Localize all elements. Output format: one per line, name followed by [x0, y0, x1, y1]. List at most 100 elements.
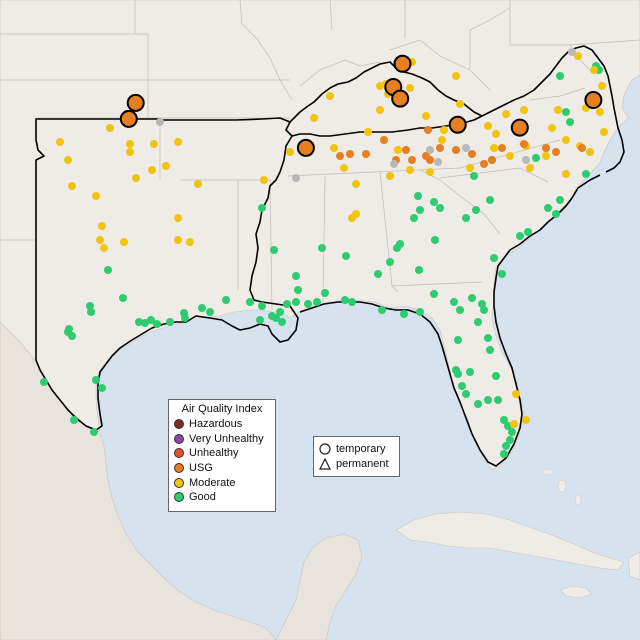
monitor-dot-good [566, 118, 574, 126]
monitor-dot-moderate [512, 390, 520, 398]
monitor-dot-good [246, 298, 254, 306]
legend-title: Air Quality Index [181, 403, 263, 415]
monitor-dot-moderate [422, 112, 430, 120]
monitor-dot-usg [468, 150, 476, 158]
monitor-dot-good [544, 204, 552, 212]
monitor-dot-good [500, 416, 508, 424]
legend-permanent: permanent [314, 456, 399, 471]
monitor-dot-good [474, 400, 482, 408]
monitor-dot-moderate [106, 124, 114, 132]
monitor-dot-good [386, 258, 394, 266]
monitor-dot-usg [436, 144, 444, 152]
monitor-dot-good [431, 236, 439, 244]
monitor-dot-good [304, 300, 312, 308]
monitor-dot-good [258, 302, 266, 310]
monitor-dot-good [506, 436, 514, 444]
monitor-dot-moderate [174, 236, 182, 244]
monitor-dot-good [272, 314, 280, 322]
land-yucatan [275, 533, 363, 640]
monitor-dot-usg [552, 148, 560, 156]
circle-icon [319, 442, 331, 455]
monitor-dot-moderate [126, 148, 134, 156]
monitor-dot-no-data [426, 146, 434, 154]
monitor-dot-good [198, 304, 206, 312]
monitor-dot-good [430, 198, 438, 206]
temporary-monitor-marker[interactable] [584, 91, 603, 109]
monitor-dot-good [278, 318, 286, 326]
monitor-dot-usg [362, 150, 370, 158]
legend-swatch [174, 448, 184, 459]
monitor-dot-moderate [386, 172, 394, 180]
monitor-dot-no-data [390, 160, 398, 168]
monitor-dot-good [436, 204, 444, 212]
monitor-dot-moderate [542, 152, 550, 160]
monitor-dot-moderate [562, 170, 570, 178]
monitor-dot-good [292, 272, 300, 280]
monitor-dot-moderate [548, 124, 556, 132]
monitor-dot-good [416, 206, 424, 214]
legend-temporary-label: temporary [336, 442, 386, 455]
temporary-monitor-marker[interactable] [119, 109, 138, 128]
monitor-dot-good [70, 416, 78, 424]
legend-item-label: Hazardous [189, 418, 243, 431]
legend-swatch [174, 492, 184, 503]
monitor-dot-good [416, 308, 424, 316]
monitor-dot-good [562, 108, 570, 116]
monitor-dot-moderate [174, 138, 182, 146]
monitor-dot-good [396, 240, 404, 248]
monitor-dot-moderate [440, 126, 448, 134]
monitor-dot-good [450, 298, 458, 306]
monitor-dot-good [480, 306, 488, 314]
monitor-dot-usg [480, 160, 488, 168]
temporary-monitor-marker[interactable] [510, 118, 529, 137]
monitor-dot-good [378, 306, 386, 314]
temporary-monitor-marker[interactable] [448, 115, 467, 134]
monitor-dot-good [462, 390, 470, 398]
monitor-dot-good [294, 286, 302, 294]
legend-swatch [174, 433, 184, 444]
monitor-dot-good [348, 298, 356, 306]
legend-permanent-label: permanent [336, 457, 389, 470]
monitor-dot-moderate [574, 52, 582, 60]
monitor-dot-moderate [526, 164, 534, 172]
monitor-dot-good [468, 294, 476, 302]
monitor-dot-moderate [598, 82, 606, 90]
monitor-dot-good [180, 309, 188, 317]
monitor-dot-moderate [260, 176, 268, 184]
monitor-dot-moderate [522, 416, 530, 424]
monitor-dot-good [508, 428, 516, 436]
monitor-dot-moderate [364, 128, 372, 136]
monitor-dot-good [341, 296, 349, 304]
monitor-markers [40, 48, 608, 458]
monitor-dot-no-data [462, 144, 470, 152]
monitor-dot-good [206, 308, 214, 316]
monitor-dot-moderate [352, 180, 360, 188]
monitor-dot-good [494, 396, 502, 404]
monitor-dot-no-data [568, 48, 576, 56]
land-cuba [395, 511, 625, 571]
legend-item-good: Good [169, 490, 275, 505]
monitor-dot-moderate [394, 146, 402, 154]
monitor-dot-moderate [174, 214, 182, 222]
monitor-dot-moderate [92, 192, 100, 200]
monitor-dot-good [222, 296, 230, 304]
temporary-monitor-marker[interactable] [126, 93, 145, 112]
monitor-dot-moderate [100, 244, 108, 252]
monitor-dot-good [414, 192, 422, 200]
monitor-dot-good [516, 232, 524, 240]
monitor-dot-good [582, 170, 590, 178]
monitor-dot-good [342, 252, 350, 260]
legend-item-very-unhealthy: Very Unhealthy [169, 432, 275, 447]
temporary-monitor-marker[interactable] [296, 138, 315, 157]
monitor-dot-good [556, 196, 564, 204]
temporary-monitor-marker[interactable] [393, 54, 412, 73]
temporary-monitor-marker[interactable] [391, 89, 410, 108]
monitor-dot-moderate [490, 144, 498, 152]
monitor-dot-moderate [330, 144, 338, 152]
monitor-dot-moderate [586, 148, 594, 156]
monitor-dot-good [502, 442, 510, 450]
monitor-dot-moderate [376, 106, 384, 114]
legend-rows: Hazardous Very Unhealthy Unhealthy USG Moder… [169, 417, 275, 505]
monitor-dot-moderate [326, 92, 334, 100]
